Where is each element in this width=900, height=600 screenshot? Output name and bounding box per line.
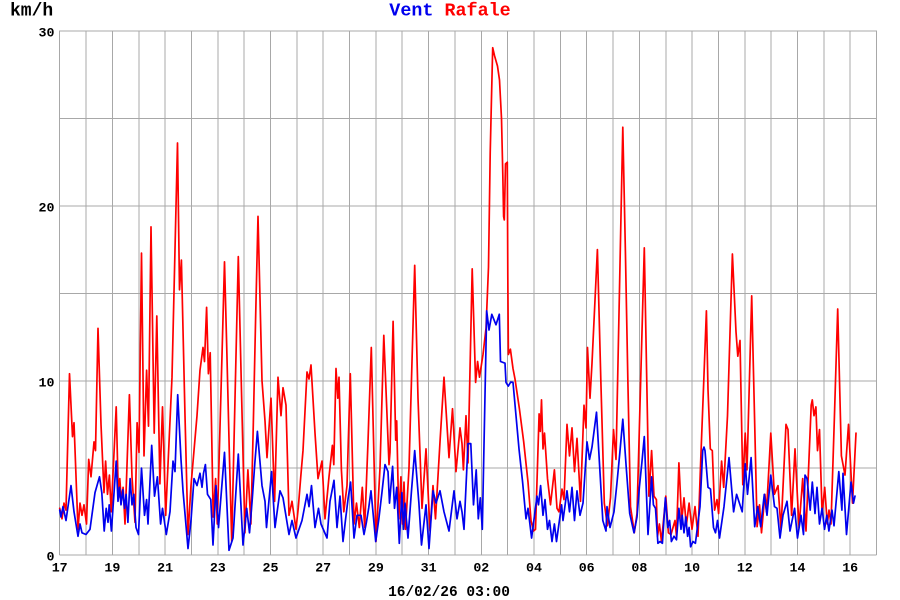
svg-text:08: 08 [631, 561, 647, 576]
svg-text:Vent Rafale: Vent Rafale [389, 1, 510, 22]
svg-text:06: 06 [579, 561, 595, 576]
svg-text:25: 25 [263, 561, 279, 576]
svg-text:23: 23 [210, 561, 226, 576]
svg-text:02: 02 [473, 561, 489, 576]
svg-text:04: 04 [526, 561, 542, 576]
svg-text:29: 29 [368, 561, 384, 576]
svg-text:17: 17 [52, 561, 68, 576]
svg-text:27: 27 [315, 561, 331, 576]
svg-text:30: 30 [39, 26, 55, 41]
svg-text:12: 12 [737, 561, 753, 576]
svg-text:31: 31 [421, 561, 437, 576]
svg-text:km/h: km/h [10, 2, 53, 22]
svg-text:21: 21 [157, 561, 173, 576]
svg-text:14: 14 [790, 561, 806, 576]
svg-text:16/02/26 03:00: 16/02/26 03:00 [388, 585, 510, 600]
svg-text:16: 16 [842, 561, 858, 576]
svg-text:20: 20 [39, 201, 55, 216]
svg-text:0: 0 [47, 550, 55, 565]
svg-text:10: 10 [39, 376, 55, 391]
svg-text:19: 19 [104, 561, 120, 576]
svg-text:10: 10 [684, 561, 700, 576]
